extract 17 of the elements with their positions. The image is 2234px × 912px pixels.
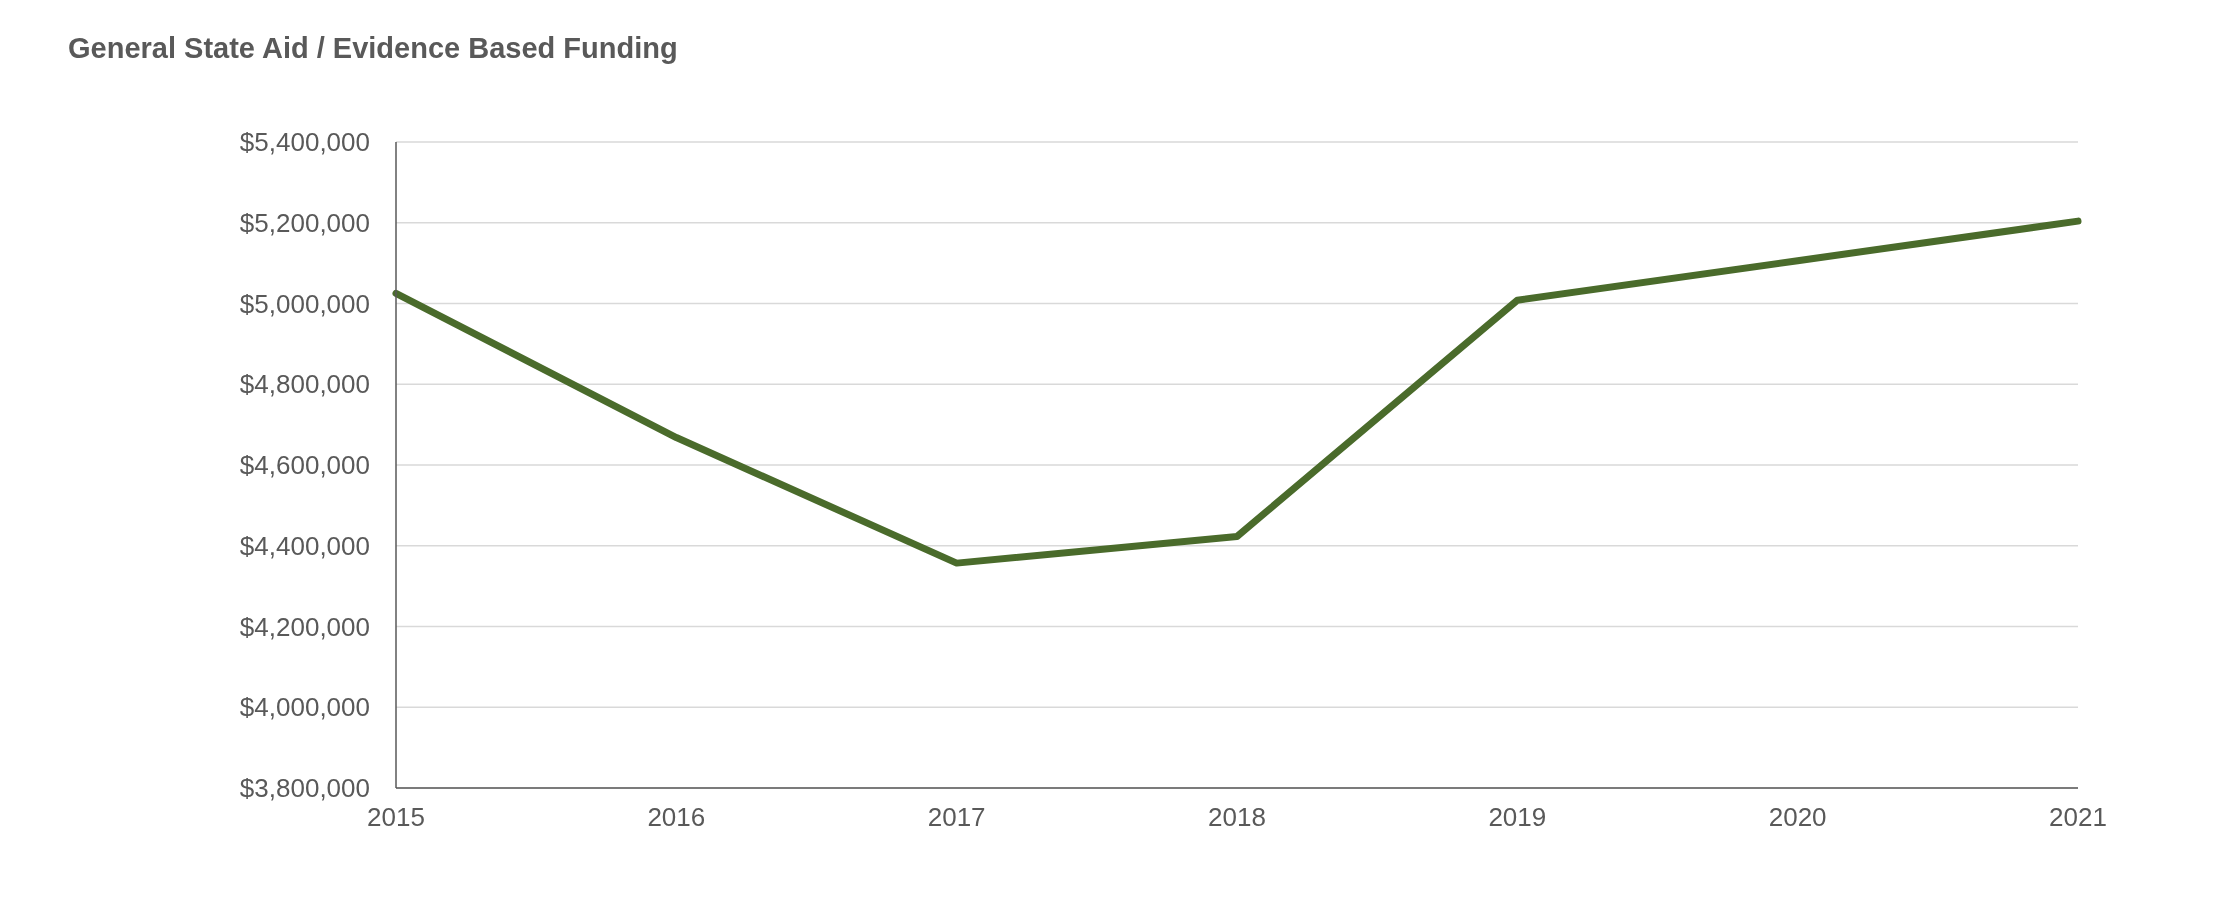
y-tick-label: $4,800,000 xyxy=(239,369,370,400)
chart-title: General State Aid / Evidence Based Funding xyxy=(68,32,678,65)
y-tick-label: $4,600,000 xyxy=(239,450,370,481)
x-tick-label: 2018 xyxy=(1208,802,1266,833)
x-tick-label: 2017 xyxy=(927,802,986,833)
y-tick-label: $4,200,000 xyxy=(239,611,370,642)
y-tick-label: $4,000,000 xyxy=(239,692,370,723)
x-tick-label: 2020 xyxy=(1768,802,1827,833)
x-tick-label: 2021 xyxy=(2049,802,2107,833)
y-tick-label: $5,200,000 xyxy=(239,207,370,238)
y-tick-label: $3,800,000 xyxy=(239,773,370,804)
y-tick-label: $5,000,000 xyxy=(239,288,370,319)
x-tick-label: 2015 xyxy=(367,802,425,833)
y-tick-label: $5,400,000 xyxy=(239,127,370,158)
x-tick-label: 2016 xyxy=(647,802,706,833)
x-tick-label: 2019 xyxy=(1488,802,1547,833)
y-tick-label: $4,400,000 xyxy=(239,530,370,561)
